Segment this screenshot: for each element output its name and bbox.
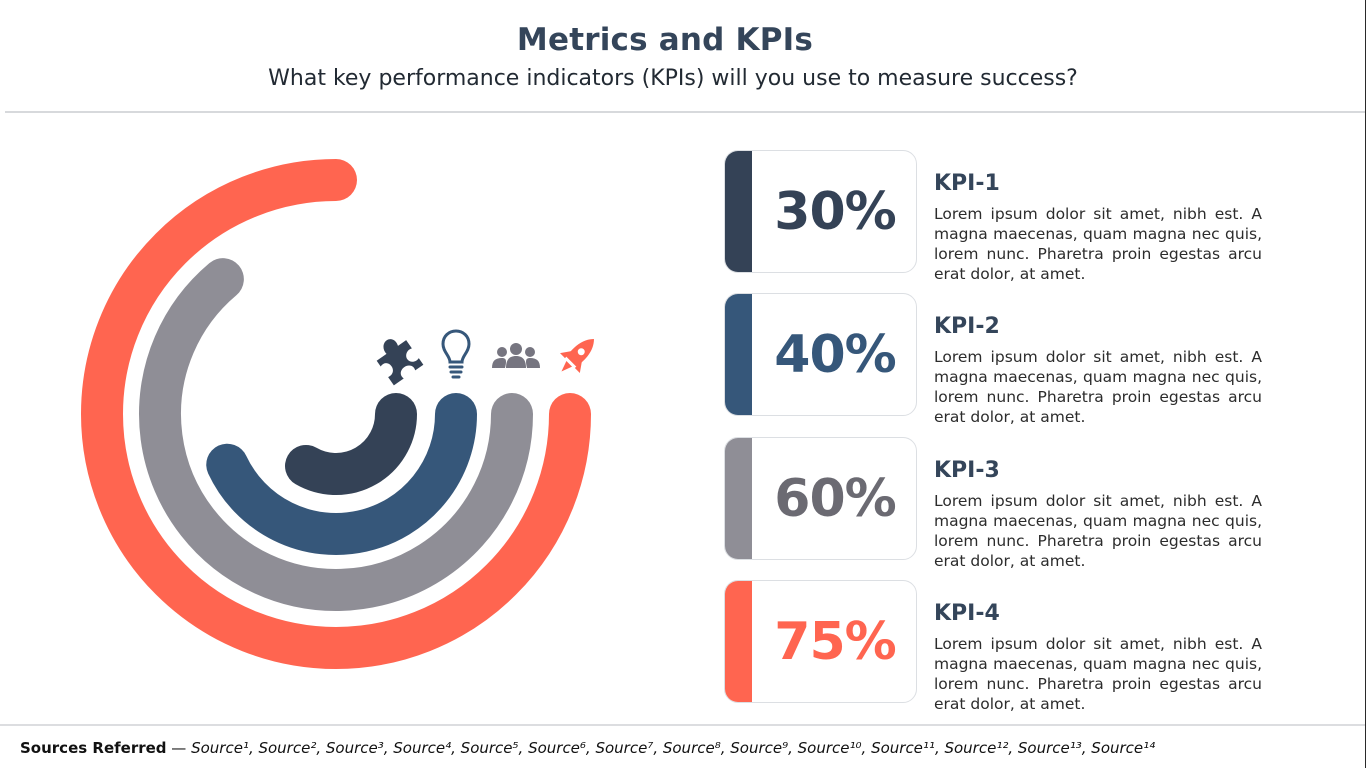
- kpi-2-arc: [206, 393, 477, 555]
- kpi-radial-chart: [0, 120, 700, 720]
- kpi-value: 60%: [774, 468, 896, 529]
- kpi-title: KPI-1: [934, 171, 1000, 196]
- kpi-description: Lorem ipsum dolor sit amet, nibh est. A …: [934, 635, 1262, 713]
- lightbulb-icon: [441, 329, 471, 379]
- kpi-text-3: KPI-3 Lorem ipsum dolor sit amet, nibh e…: [934, 458, 1262, 571]
- radial-arcs: [81, 159, 594, 669]
- kpi-1-arc: [285, 393, 417, 495]
- sources-list: Source¹, Source², Source³, Source⁴, Sour…: [191, 739, 1156, 757]
- header-divider: [5, 111, 1366, 113]
- kpi-accent-bar: [725, 151, 752, 272]
- kpi-card-4: 75%: [724, 580, 917, 703]
- sources-label: Sources Referred: [20, 739, 167, 757]
- kpi-value: 40%: [774, 324, 896, 385]
- kpi-description: Lorem ipsum dolor sit amet, nibh est. A …: [934, 205, 1262, 283]
- kpi-title: KPI-3: [934, 458, 1000, 483]
- sources-footer: Sources Referred — Source¹, Source², Sou…: [20, 739, 1350, 757]
- kpi-card-1: 30%: [724, 150, 917, 273]
- kpi-value: 30%: [774, 181, 896, 242]
- page-title: Metrics and KPIs: [516, 22, 814, 58]
- page-subtitle: What key performance indicators (KPIs) w…: [268, 66, 1078, 91]
- sources-separator: —: [166, 739, 192, 757]
- kpi-value: 75%: [774, 611, 896, 672]
- kpi-4-arc: [81, 159, 591, 669]
- kpi-text-4: KPI-4 Lorem ipsum dolor sit amet, nibh e…: [934, 601, 1262, 714]
- kpi-3-arc: [139, 258, 533, 611]
- kpi-text-1: KPI-1 Lorem ipsum dolor sit amet, nibh e…: [934, 171, 1262, 284]
- rocket-icon: [560, 339, 594, 373]
- kpi-description: Lorem ipsum dolor sit amet, nibh est. A …: [934, 348, 1262, 426]
- kpi-card-2: 40%: [724, 293, 917, 416]
- kpi-accent-bar: [725, 294, 752, 415]
- team-icon: [492, 343, 540, 368]
- puzzle-icon: [376, 339, 424, 386]
- footer-divider: [0, 724, 1366, 726]
- kpi-title: KPI-2: [934, 314, 1000, 339]
- kpi-text-2: KPI-2 Lorem ipsum dolor sit amet, nibh e…: [934, 314, 1262, 427]
- kpi-description: Lorem ipsum dolor sit amet, nibh est. A …: [934, 492, 1262, 570]
- kpi-card-3: 60%: [724, 437, 917, 560]
- kpi-accent-bar: [725, 581, 752, 702]
- kpi-title: KPI-4: [934, 601, 1000, 626]
- kpi-accent-bar: [725, 438, 752, 559]
